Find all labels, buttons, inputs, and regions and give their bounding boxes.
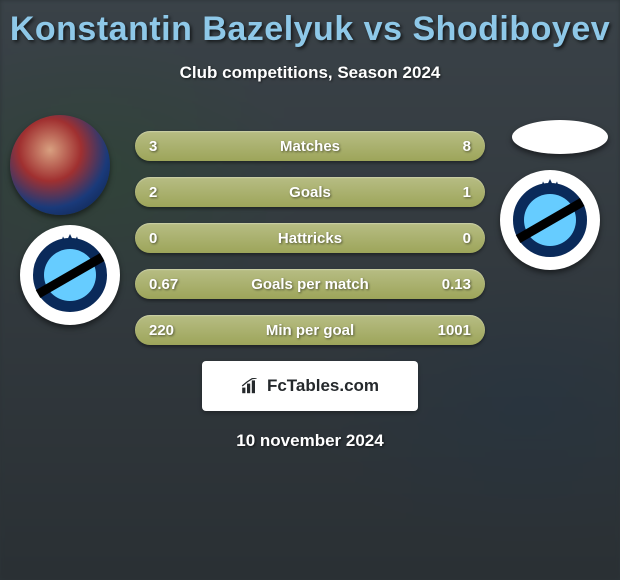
stat-right-value: 0 — [431, 230, 471, 247]
brand-text: FcTables.com — [267, 376, 379, 396]
stat-label: Min per goal — [266, 322, 354, 339]
comparison-card: Konstantin Bazelyuk vs Shodiboyev Club c… — [0, 0, 620, 451]
bar-chart-icon — [241, 378, 261, 394]
club-left-badge — [20, 225, 120, 325]
stat-label: Goals — [289, 184, 331, 201]
player-right-avatar — [512, 120, 608, 154]
stats-table: 3 Matches 8 2 Goals 1 0 Hattricks 0 0.67… — [135, 131, 485, 345]
stat-right-value: 1 — [431, 184, 471, 201]
stat-right-value: 0.13 — [431, 276, 471, 293]
date-label: 10 november 2024 — [0, 431, 620, 451]
stat-row: 3 Matches 8 — [135, 131, 485, 161]
stat-label: Matches — [280, 138, 340, 155]
club-brugge-icon — [513, 183, 587, 257]
player-left-avatar — [10, 115, 110, 215]
subtitle: Club competitions, Season 2024 — [0, 63, 620, 83]
stat-left-value: 220 — [149, 322, 189, 339]
stat-left-value: 2 — [149, 184, 189, 201]
stat-row: 220 Min per goal 1001 — [135, 315, 485, 345]
stat-row: 2 Goals 1 — [135, 177, 485, 207]
stat-left-value: 0 — [149, 230, 189, 247]
stat-row: 0 Hattricks 0 — [135, 223, 485, 253]
stat-right-value: 1001 — [431, 322, 471, 339]
club-right-badge — [500, 170, 600, 270]
page-title: Konstantin Bazelyuk vs Shodiboyev — [0, 0, 620, 49]
club-brugge-icon — [33, 238, 107, 312]
stat-left-value: 3 — [149, 138, 189, 155]
stat-label: Hattricks — [278, 230, 342, 247]
stat-row: 0.67 Goals per match 0.13 — [135, 269, 485, 299]
stat-right-value: 8 — [431, 138, 471, 155]
stat-label: Goals per match — [251, 276, 369, 293]
brand-attribution: FcTables.com — [202, 361, 418, 411]
stat-left-value: 0.67 — [149, 276, 189, 293]
